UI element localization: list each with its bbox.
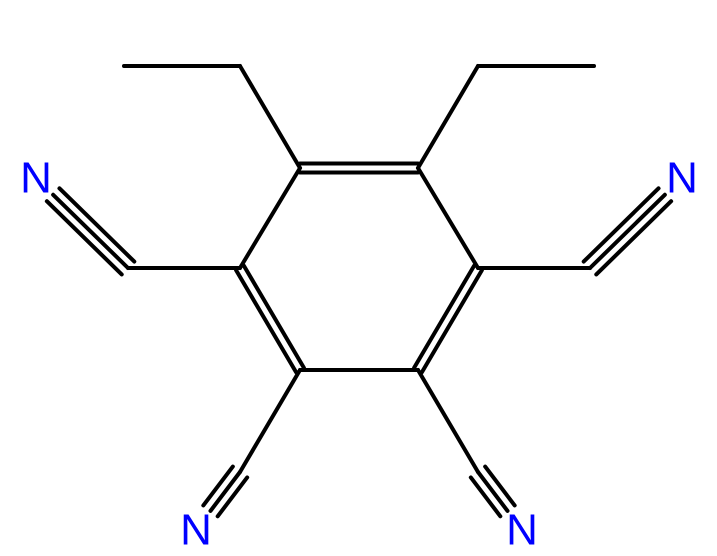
bond-line [414, 266, 474, 368]
bond-line [244, 266, 304, 368]
atom-label-n: N [20, 154, 52, 203]
bond-line [418, 66, 478, 168]
bond-line [590, 195, 665, 268]
bond-line [418, 168, 478, 268]
molecule-diagram: N N N N [0, 0, 717, 556]
bond-line [240, 168, 300, 268]
atom-label-n: N [180, 506, 212, 555]
bond-line [240, 370, 300, 472]
atom-label-n: N [666, 154, 698, 203]
bond-line [240, 66, 300, 168]
bond-line [422, 270, 482, 372]
bond-line [53, 195, 128, 268]
bond-line [418, 370, 478, 472]
atom-label-n: N [506, 506, 538, 555]
bond-line [236, 270, 296, 372]
